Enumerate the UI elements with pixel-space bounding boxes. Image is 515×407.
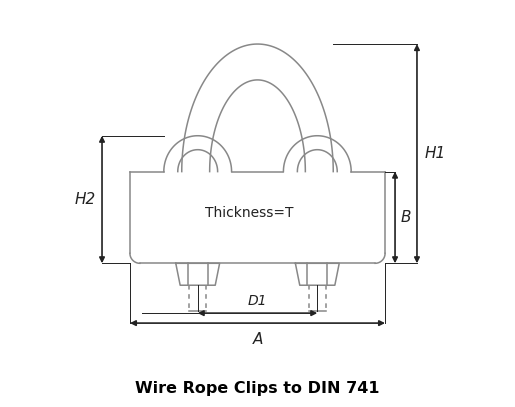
Text: A: A: [252, 332, 263, 347]
Text: B: B: [401, 210, 411, 225]
Text: H2: H2: [75, 192, 96, 207]
Text: H1: H1: [424, 146, 445, 161]
Text: Wire Rope Clips to DIN 741: Wire Rope Clips to DIN 741: [135, 381, 380, 396]
Text: D1: D1: [248, 294, 267, 309]
Text: Thickness=T: Thickness=T: [205, 206, 294, 221]
